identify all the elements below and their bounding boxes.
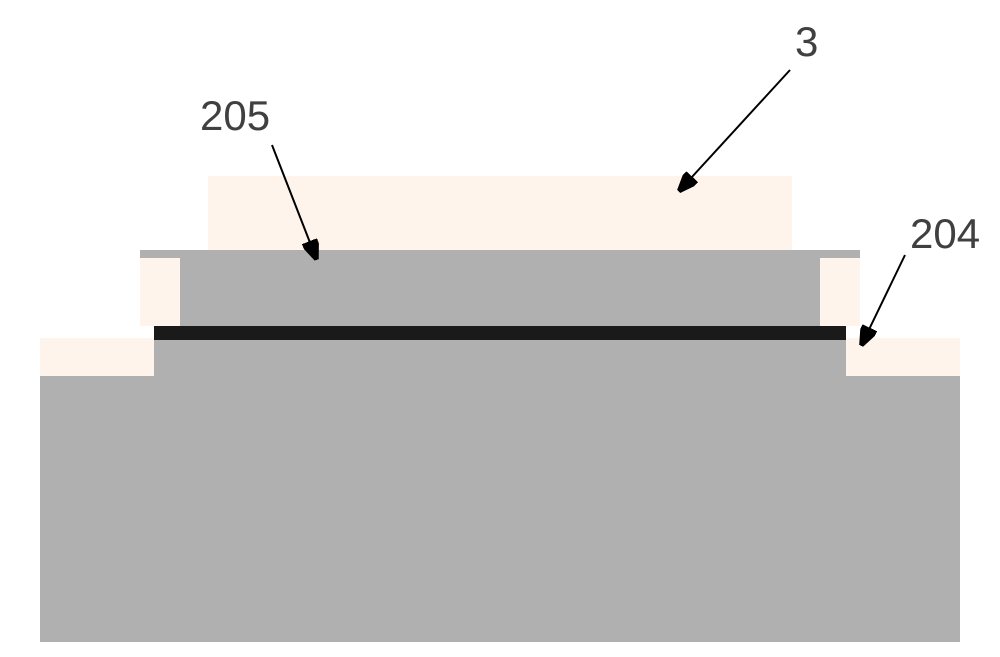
cross-section-diagram: 3 205 204 (0, 0, 1000, 657)
arrow-3 (0, 0, 1000, 657)
